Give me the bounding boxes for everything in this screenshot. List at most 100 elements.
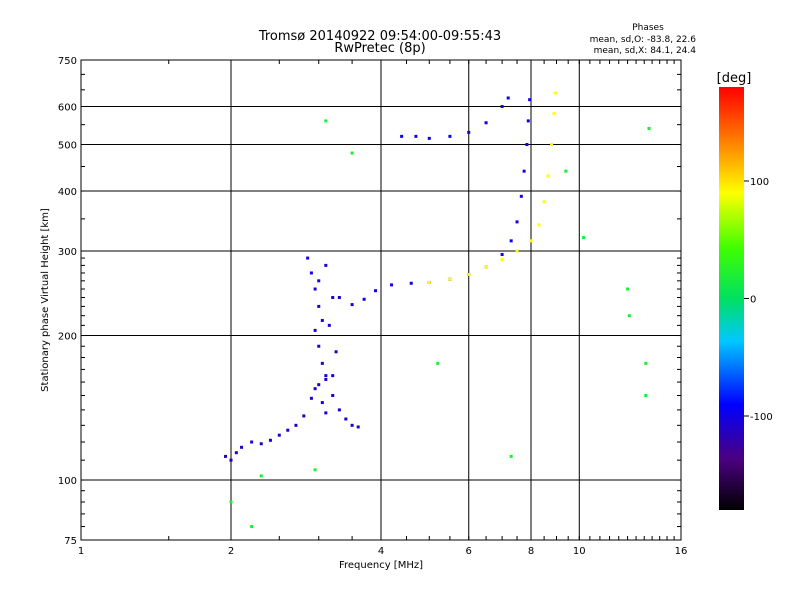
data-point [362,297,366,301]
data-point [313,287,317,291]
data-point [309,271,313,275]
data-point [344,417,348,421]
data-point [390,283,394,287]
data-point [240,445,244,449]
data-point [467,130,471,134]
stats-o-line: mean, sd,O: -83.8, 22.6 [590,35,697,45]
data-point [331,296,335,300]
stats-heading: Phases [632,23,664,33]
data-point [529,239,533,243]
data-point [331,374,335,378]
data-point [309,396,313,400]
data-point [317,279,321,283]
data-point [320,318,324,322]
gridlines [81,60,681,540]
data-point [317,383,321,387]
stats-x-line: mean, sd,X: 84.1, 24.4 [594,46,697,56]
data-point [427,280,431,284]
data-point [337,408,341,412]
y-axis-ticks: 75 100 200 300 400 500 600 750 [58,56,77,547]
data-points [224,91,651,529]
data-point [331,394,335,398]
data-point [324,119,328,123]
y-tick-label: 200 [58,332,77,343]
colorbar-label: [deg] [717,71,752,86]
y-tick-label: 750 [58,56,77,67]
data-point [229,458,233,462]
y-tick-label: 100 [58,476,77,487]
chart-subtitle: RwPretec (8p) [334,41,425,56]
data-point [224,454,228,458]
data-point [317,344,321,348]
data-point [350,303,354,307]
colorbar-tick-label: 100 [750,177,769,188]
y-tick-label: 75 [64,536,77,547]
data-point [317,304,321,308]
data-point [564,169,568,173]
y-tick-label: 300 [58,247,77,258]
plot-area: 1 2 4 6 8 10 16 75 100 200 300 400 500 600 750 [58,56,687,557]
data-point [320,401,324,405]
data-point [294,423,298,427]
chart-title: Tromsø 20140922 09:54:00-09:55:43 [258,29,501,44]
data-point [313,468,317,472]
data-point [327,323,331,327]
data-point [522,169,526,173]
data-point [409,281,413,285]
data-point [553,91,557,95]
data-point [626,287,630,291]
data-point [250,525,254,529]
data-point [448,277,452,281]
data-point [400,134,404,138]
data-point [515,249,519,253]
data-point [259,442,263,446]
data-point [324,374,328,378]
data-point [313,387,317,391]
data-point [334,350,338,354]
data-point [320,361,324,365]
colorbar-ticks: 100 0 -100 [744,177,773,423]
data-point [506,96,510,100]
data-point [644,361,648,365]
data-point [500,105,504,109]
data-point [313,328,317,332]
data-point [537,223,541,227]
data-point [259,474,263,478]
data-point [350,423,354,427]
data-point [644,394,648,398]
data-point [374,289,378,293]
data-point [519,194,523,198]
y-tick-label: 600 [58,103,77,114]
data-point [550,143,554,147]
data-point [414,134,418,138]
data-point [526,119,530,123]
x-tick-label: 8 [528,546,534,557]
data-point [484,121,488,125]
x-axis-ticks: 1 2 4 6 8 10 16 [78,546,688,557]
data-point [467,273,471,277]
data-point [500,253,504,257]
minor-ticks [81,60,681,540]
data-point [525,143,529,147]
x-tick-label: 10 [573,546,586,557]
data-point [582,236,586,240]
data-point [234,451,238,455]
data-point [647,126,651,130]
colorbar-tick-label: -100 [750,412,773,423]
data-point [324,377,328,381]
data-point [286,428,290,432]
data-point [302,414,306,418]
data-point [306,256,310,260]
x-tick-label: 6 [466,546,472,557]
data-point [546,174,550,178]
data-point [324,263,328,267]
data-point [277,433,281,437]
data-point [500,258,504,262]
data-point [427,136,431,140]
data-point [448,134,452,138]
data-point [509,454,513,458]
x-tick-label: 4 [378,546,384,557]
x-tick-label: 1 [78,546,84,557]
x-tick-label: 16 [675,546,688,557]
